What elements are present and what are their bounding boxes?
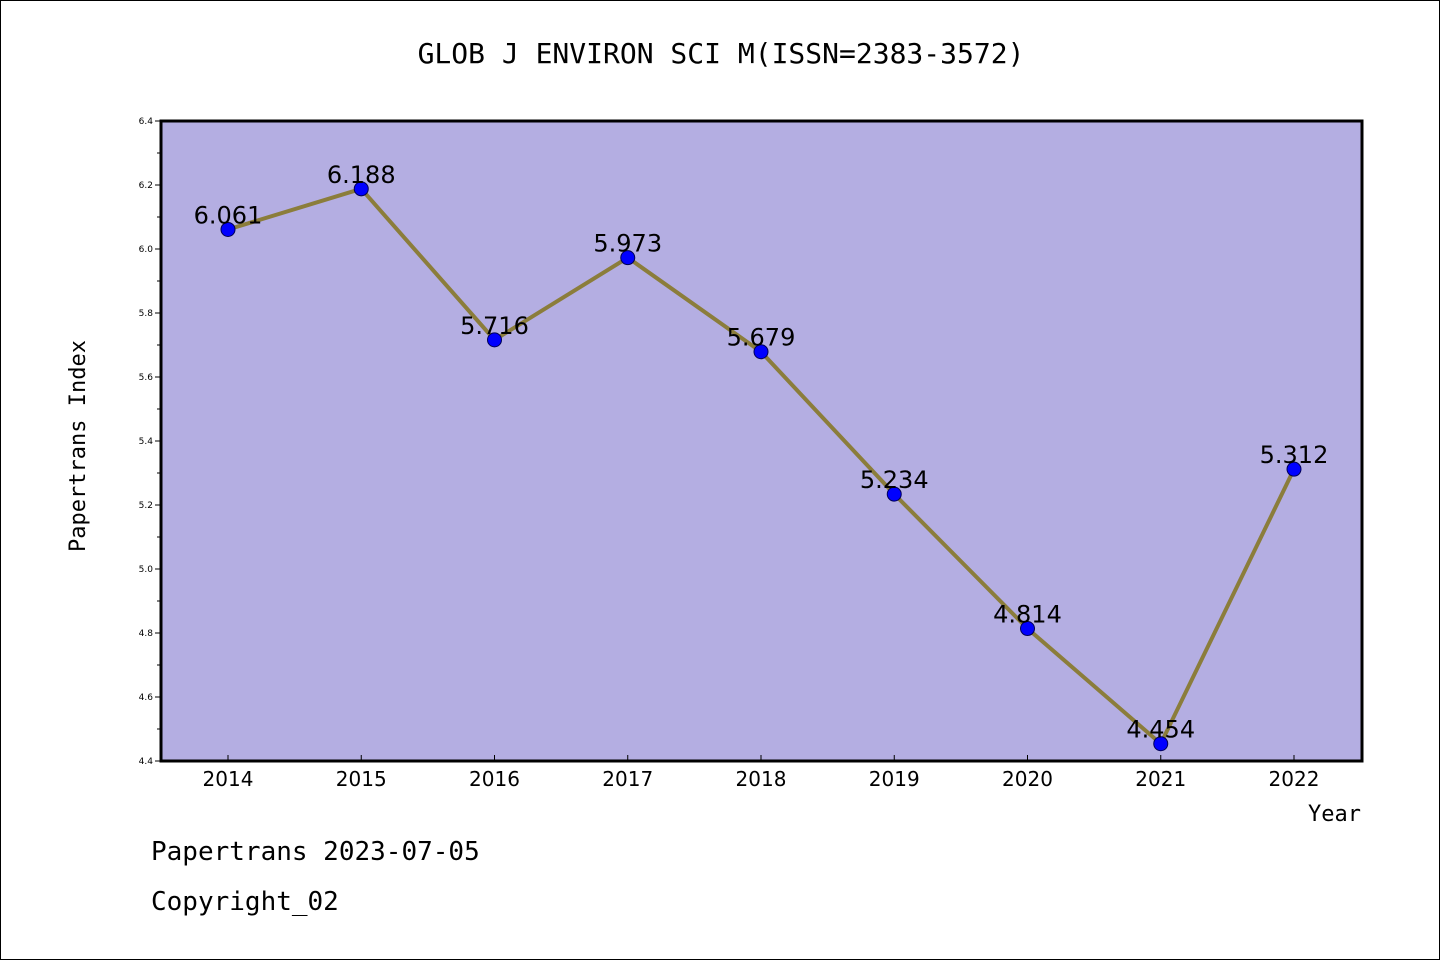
x-tick-label: 2020 bbox=[1002, 767, 1053, 791]
x-tick-label: 2015 bbox=[336, 767, 387, 791]
chart-title: GLOB J ENVIRON SCI M(ISSN=2383-3572) bbox=[417, 37, 1025, 70]
x-tick-label: 2022 bbox=[1269, 767, 1320, 791]
x-axis: 2014 2015 2016 2017 2018 2019 2020 2021 2022 bbox=[203, 755, 1320, 791]
x-tick-label: 2014 bbox=[203, 767, 254, 791]
data-point bbox=[753, 344, 769, 360]
plot-area bbox=[159, 119, 1364, 763]
data-label: 5.234 bbox=[860, 466, 929, 494]
y-tick-label: 6.4 bbox=[139, 117, 154, 127]
y-tick-label: 4.6 bbox=[139, 693, 154, 703]
data-point bbox=[487, 332, 502, 348]
data-label: 5.716 bbox=[460, 312, 529, 340]
x-tick-label: 2017 bbox=[602, 767, 653, 791]
x-tick-label: 2021 bbox=[1135, 767, 1186, 791]
x-tick-label: 2019 bbox=[869, 767, 920, 791]
x-tick-label: 2016 bbox=[469, 767, 520, 791]
data-label: 6.188 bbox=[327, 161, 396, 189]
y-tick-label: 4.4 bbox=[139, 757, 154, 767]
y-tick-label: 5.8 bbox=[139, 309, 154, 319]
data-point bbox=[886, 486, 902, 502]
data-point bbox=[1153, 736, 1169, 752]
x-axis-label: Year bbox=[1308, 802, 1361, 827]
data-label: 4.454 bbox=[1126, 716, 1195, 744]
footer-copyright: Copyright_02 bbox=[151, 887, 339, 917]
data-label: 5.312 bbox=[1260, 441, 1329, 469]
data-point bbox=[1020, 621, 1035, 637]
y-tick-label: 5.2 bbox=[139, 501, 153, 511]
data-point bbox=[220, 221, 236, 237]
footer-date: Papertrans 2023-07-05 bbox=[151, 837, 480, 867]
data-point bbox=[353, 181, 369, 197]
data-point bbox=[1286, 461, 1302, 477]
data-label: 6.061 bbox=[194, 201, 263, 229]
data-label: 4.814 bbox=[993, 601, 1062, 629]
y-tick-label: 5.0 bbox=[139, 565, 154, 575]
data-markers bbox=[220, 181, 1302, 752]
y-tick-label: 4.8 bbox=[139, 629, 154, 639]
y-axis-label: Papertrans Index bbox=[66, 340, 91, 552]
data-point bbox=[620, 250, 636, 266]
y-tick-label: 5.6 bbox=[139, 373, 154, 383]
y-tick-label: 6.2 bbox=[139, 181, 153, 191]
x-tick-label: 2018 bbox=[736, 767, 787, 791]
y-tick-label: 5.4 bbox=[139, 437, 154, 447]
data-labels: 6.061 6.188 5.716 5.973 5.679 5.234 4.814 4.454… bbox=[194, 161, 1329, 744]
y-axis: 4.4 4.6 4.8 5.0 5.2 5.4 5.6 5.8 6.0 6.2 6.4 bbox=[139, 117, 161, 767]
data-label: 5.973 bbox=[593, 230, 662, 258]
data-label: 5.679 bbox=[727, 324, 796, 352]
y-tick-label: 6.0 bbox=[139, 245, 154, 255]
